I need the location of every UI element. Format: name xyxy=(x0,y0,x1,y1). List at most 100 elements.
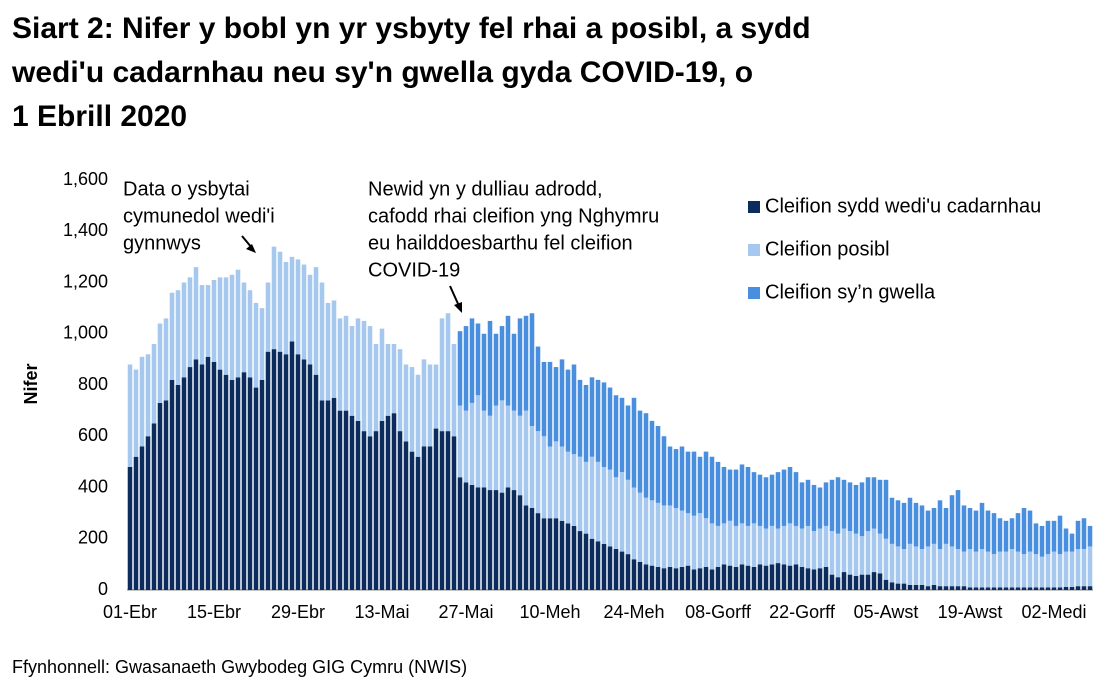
bar xyxy=(535,346,541,432)
bar xyxy=(781,525,787,565)
bar xyxy=(1045,554,1051,588)
x-tick-label: 05-Awst xyxy=(854,602,919,622)
bar xyxy=(613,477,619,549)
bar xyxy=(979,587,985,590)
bar xyxy=(937,500,943,549)
bar xyxy=(487,490,493,590)
bar xyxy=(997,551,1003,588)
bar xyxy=(895,583,901,590)
bar xyxy=(391,413,397,590)
bar xyxy=(463,482,469,590)
bar xyxy=(871,528,877,573)
bar xyxy=(991,587,997,590)
bar xyxy=(877,533,883,574)
bar xyxy=(355,420,361,590)
bar xyxy=(637,561,643,590)
bar xyxy=(223,277,229,375)
bar xyxy=(469,318,475,403)
bar xyxy=(661,568,667,590)
bar xyxy=(955,490,961,549)
bar xyxy=(235,377,241,590)
bar xyxy=(709,523,715,570)
bar xyxy=(523,410,529,506)
bar xyxy=(199,364,205,590)
bar xyxy=(685,565,691,590)
bar xyxy=(949,586,955,590)
bar xyxy=(787,467,793,524)
bar xyxy=(937,549,943,587)
bar xyxy=(967,549,973,588)
bar xyxy=(679,446,685,511)
bar xyxy=(829,531,835,575)
bar xyxy=(271,246,277,350)
bar xyxy=(649,565,655,590)
bar xyxy=(703,451,709,519)
bar xyxy=(277,251,283,352)
bar xyxy=(931,543,937,585)
bar xyxy=(409,367,415,452)
bar xyxy=(553,518,559,590)
bar xyxy=(199,285,205,365)
bar xyxy=(547,446,553,519)
bar xyxy=(541,436,547,519)
bar xyxy=(1069,551,1075,587)
bar xyxy=(967,587,973,590)
bar xyxy=(697,513,703,569)
bar xyxy=(871,572,877,590)
source: Ffynhonnell: Gwasanaeth Gwybodeg GIG Cym… xyxy=(12,657,467,677)
bar xyxy=(619,551,625,590)
bar xyxy=(481,410,487,488)
y-tick-label: 400 xyxy=(78,476,108,496)
bar xyxy=(829,479,835,532)
bar xyxy=(1087,525,1093,547)
bar xyxy=(817,487,823,529)
bar xyxy=(1063,528,1069,552)
bar xyxy=(235,269,241,378)
bar xyxy=(595,541,601,590)
annotation: eu hailddoesbarthu fel cleifion xyxy=(368,232,633,254)
bar xyxy=(619,397,625,473)
bar xyxy=(499,492,505,590)
y-tick-label: 1,600 xyxy=(63,169,108,189)
bar xyxy=(775,528,781,564)
bar xyxy=(367,326,373,437)
bar xyxy=(241,372,247,590)
bar xyxy=(655,566,661,590)
bar xyxy=(1027,510,1033,552)
bar xyxy=(451,436,457,590)
bar xyxy=(961,586,967,590)
bar xyxy=(985,510,991,552)
bar xyxy=(613,549,619,590)
bar xyxy=(715,566,721,590)
bar xyxy=(241,282,247,373)
legend-label: Cleifion sydd wedi'u cadarnhau xyxy=(765,195,1041,217)
bar xyxy=(295,354,301,590)
bar xyxy=(277,351,283,590)
bar xyxy=(691,569,697,590)
bar xyxy=(829,574,835,590)
legend-label: Cleifion posibl xyxy=(765,238,890,260)
bar xyxy=(337,318,343,411)
bar xyxy=(841,528,847,573)
bar xyxy=(157,402,163,590)
bar xyxy=(853,575,859,590)
bar xyxy=(577,456,583,532)
bar xyxy=(865,531,871,575)
annotation: gynnwys xyxy=(123,232,201,254)
bar xyxy=(673,508,679,569)
bar xyxy=(1021,554,1027,588)
bar xyxy=(643,564,649,590)
bar xyxy=(697,568,703,590)
bar xyxy=(607,387,613,470)
bar xyxy=(379,420,385,590)
bar xyxy=(889,543,895,583)
bar xyxy=(1063,551,1069,587)
bar xyxy=(763,565,769,590)
bar xyxy=(307,364,313,590)
bar xyxy=(865,477,871,532)
x-tick-label: 02-Medi xyxy=(1021,602,1086,622)
bar xyxy=(811,484,817,532)
bar xyxy=(475,323,481,396)
bar xyxy=(991,513,997,555)
bar xyxy=(439,431,445,590)
